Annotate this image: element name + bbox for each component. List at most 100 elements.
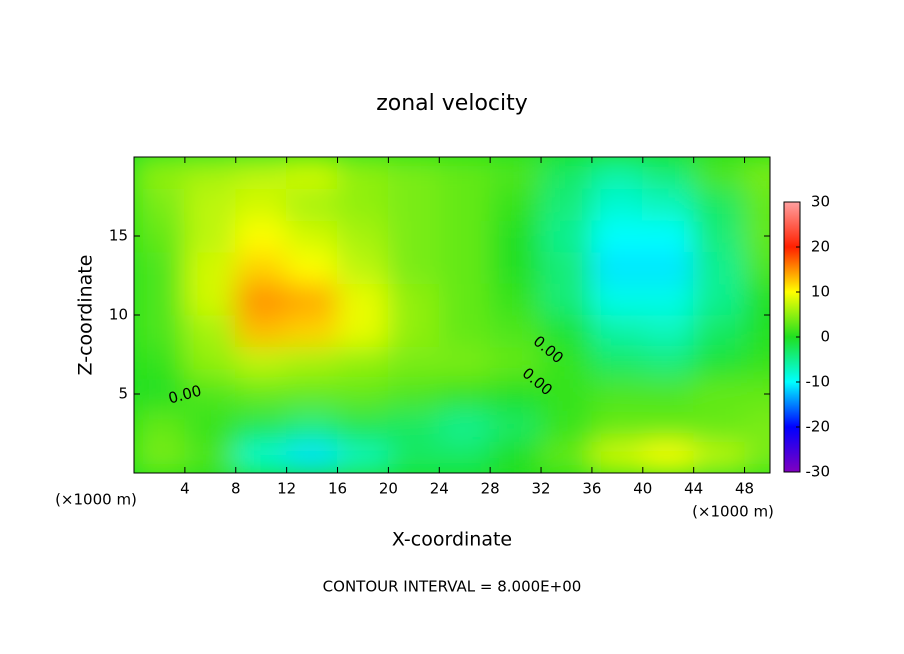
field-cell — [489, 440, 542, 473]
field-cell — [744, 346, 770, 379]
field-cell — [235, 377, 288, 411]
field-cell — [387, 440, 440, 473]
y-tick-label: 5 — [118, 385, 128, 403]
field-cell — [184, 314, 237, 348]
field-cell — [337, 440, 389, 473]
field-cell — [235, 409, 288, 442]
field-cell — [438, 346, 491, 379]
x-axis-label: X-coordinate — [392, 529, 512, 551]
chart-title: zonal velocity — [376, 91, 528, 116]
field-cell — [286, 440, 339, 473]
field-cell — [591, 377, 644, 411]
field-cell — [184, 377, 237, 411]
x-tick-label: 44 — [684, 480, 703, 498]
field-cell — [337, 409, 389, 442]
field-cell — [337, 346, 389, 379]
x-tick-label: 24 — [430, 480, 449, 498]
field-cell — [134, 346, 186, 379]
field-cell — [438, 377, 491, 411]
field-cell — [744, 251, 770, 284]
field-cell — [540, 346, 593, 379]
field-cell — [337, 282, 389, 316]
x-tick-label: 48 — [735, 480, 754, 498]
field-cell — [184, 219, 237, 253]
field-cell — [489, 346, 542, 379]
field-cell — [184, 440, 237, 473]
field-cell — [286, 251, 339, 284]
field-cell — [693, 409, 746, 442]
field-cell — [744, 314, 770, 348]
field-cell — [184, 282, 237, 316]
field-cell — [184, 346, 237, 379]
field-cell — [438, 409, 491, 442]
field-cell — [387, 377, 440, 411]
x-unit-label: (×1000 m) — [692, 503, 774, 521]
field-cell — [134, 157, 186, 190]
field-cell — [744, 282, 770, 316]
field-cell — [591, 219, 644, 253]
field-cell — [337, 377, 389, 411]
field-cell — [286, 219, 339, 253]
colorbar-tick-label: -20 — [806, 418, 831, 436]
field-cell — [591, 157, 644, 190]
field-cell — [489, 409, 542, 442]
y-unit-label: (×1000 m) — [55, 491, 137, 509]
field-cell — [489, 251, 542, 284]
field-cell — [693, 188, 746, 221]
field-cell — [134, 188, 186, 221]
field-cell — [286, 346, 339, 379]
field-cell — [744, 188, 770, 221]
field-cell — [235, 219, 288, 253]
x-tick-label: 12 — [277, 480, 296, 498]
colorbar-tick-label: 10 — [811, 283, 830, 301]
field-cell — [387, 188, 440, 221]
field-cell — [438, 251, 491, 284]
x-tick-label: 16 — [328, 480, 347, 498]
field-cell — [540, 440, 593, 473]
field-cell — [134, 282, 186, 316]
x-tick-label: 40 — [633, 480, 652, 498]
field-cell — [184, 157, 237, 190]
field-cell — [286, 314, 339, 348]
field-cell — [489, 377, 542, 411]
field-cell — [134, 409, 186, 442]
field-cell — [184, 188, 237, 221]
x-tick-label: 28 — [481, 480, 500, 498]
field-cell — [387, 157, 440, 190]
field-cell — [591, 314, 644, 348]
field-cell — [134, 440, 186, 473]
field-cell — [387, 409, 440, 442]
field-cell — [591, 409, 644, 442]
field-cell — [235, 251, 288, 284]
field-cell — [489, 282, 542, 316]
field-cell — [540, 251, 593, 284]
colorbar-tick-label: 0 — [820, 328, 830, 346]
field-cell — [642, 440, 695, 473]
y-tick-label: 15 — [109, 227, 128, 245]
field-cell — [337, 251, 389, 284]
field-cell — [438, 440, 491, 473]
field-cell — [642, 282, 695, 316]
field-cell — [540, 314, 593, 348]
field — [134, 157, 770, 473]
field-cell — [642, 409, 695, 442]
field-cell — [387, 314, 440, 348]
field-cell — [286, 377, 339, 411]
field-cell — [642, 188, 695, 221]
field-cell — [591, 440, 644, 473]
field-cell — [540, 409, 593, 442]
y-tick-label: 10 — [109, 306, 128, 324]
field-cell — [134, 314, 186, 348]
field-cell — [642, 314, 695, 348]
field-cell — [387, 346, 440, 379]
field-cell — [235, 440, 288, 473]
field-cell — [693, 346, 746, 379]
field-cell — [286, 188, 339, 221]
field-cell — [591, 282, 644, 316]
field-cell — [693, 282, 746, 316]
field-cell — [744, 157, 770, 190]
field-cell — [438, 219, 491, 253]
x-tick-label: 4 — [180, 480, 190, 498]
x-tick-label: 8 — [231, 480, 241, 498]
